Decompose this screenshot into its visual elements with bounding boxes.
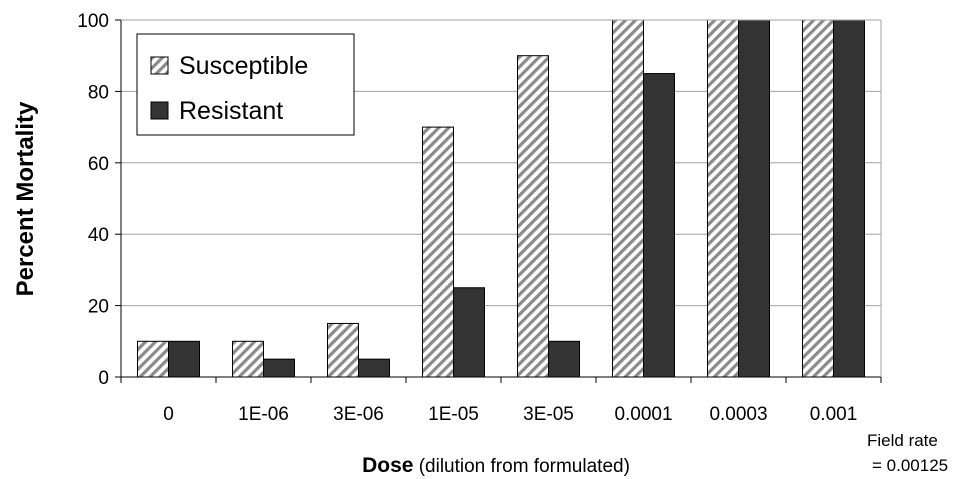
field-rate-note-line1: Field rate	[867, 431, 938, 450]
bars	[137, 19, 865, 378]
x-tick-label: 0.001	[810, 404, 858, 425]
bar-resistant-1E-06	[263, 358, 295, 378]
legend-label-resistant: Resistant	[179, 97, 283, 125]
bar-susceptible-0.0003	[707, 19, 739, 378]
y-tick-label: 60	[88, 154, 109, 175]
field-rate-note-line2: = 0.00125	[872, 456, 948, 475]
bar-resistant-0.0001	[643, 73, 675, 378]
bar-susceptible-0	[137, 340, 169, 378]
x-tick-label: 0.0003	[709, 404, 767, 425]
bar-resistant-1E-05	[453, 287, 485, 378]
x-axis-label-main: Dose	[362, 454, 413, 477]
legend-box	[136, 33, 355, 136]
bar-susceptible-3E-05	[517, 55, 549, 378]
bar-susceptible-1E-06	[232, 340, 264, 378]
x-axis-label-sub: (dilution from formulated)	[413, 456, 629, 477]
legend: Susceptible Resistant	[136, 33, 355, 136]
legend-swatch-susceptible	[150, 56, 169, 75]
y-tick-label: 0	[98, 368, 109, 389]
x-tick-label: 3E-06	[333, 404, 384, 425]
legend-label-susceptible: Susceptible	[179, 52, 308, 80]
y-tick-label: 100	[77, 11, 109, 32]
x-tick-label: 1E-05	[428, 404, 479, 425]
bar-susceptible-3E-06	[327, 322, 359, 378]
bar-resistant-0	[168, 340, 200, 378]
legend-swatch-resistant	[150, 101, 169, 120]
x-tick-labels: 0 1E-06 3E-06 1E-05 3E-05 0.0001 0.0003 0.001	[163, 404, 857, 425]
bar-resistant-0.001	[833, 19, 865, 378]
x-tick-label: 0	[163, 404, 174, 425]
bar-resistant-3E-05	[548, 340, 580, 378]
x-axis-label: Dose (dilution from formulated)	[362, 454, 630, 477]
y-tick-label: 20	[88, 297, 109, 318]
bar-resistant-3E-06	[358, 358, 390, 378]
bar-susceptible-1E-05	[422, 126, 454, 378]
x-tick-label: 1E-06	[238, 404, 289, 425]
axes	[115, 19, 882, 383]
x-tick-label: 3E-05	[523, 404, 574, 425]
bar-susceptible-0.001	[802, 19, 834, 378]
y-tick-label: 80	[88, 82, 109, 103]
bar-susceptible-0.0001	[612, 19, 644, 378]
y-axis-label: Percent Mortality	[12, 101, 39, 296]
y-tick-label: 40	[88, 225, 109, 246]
y-tick-labels: 0 20 40 60 80 100	[77, 11, 109, 389]
bar-resistant-0.0003	[738, 19, 770, 378]
x-tick-label: 0.0001	[614, 404, 672, 425]
